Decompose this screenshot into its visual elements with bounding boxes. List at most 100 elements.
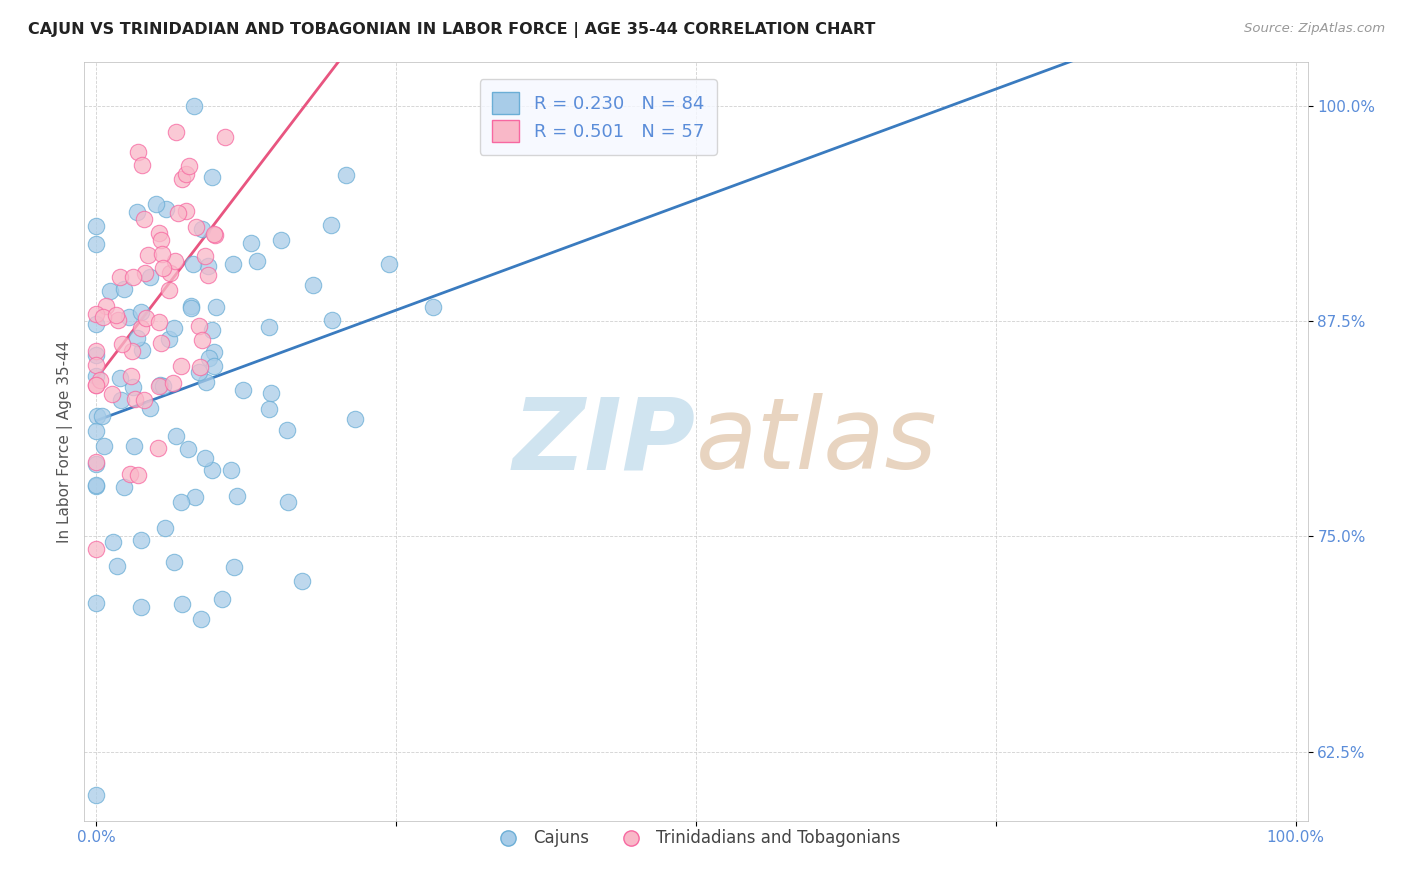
Point bbox=[170, 495, 193, 509]
Point bbox=[112, 282, 135, 296]
Point bbox=[131, 343, 153, 357]
Point bbox=[150, 247, 173, 261]
Point bbox=[170, 598, 193, 612]
Point bbox=[157, 332, 180, 346]
Point bbox=[131, 158, 153, 172]
Point bbox=[165, 125, 187, 139]
Point bbox=[110, 393, 132, 408]
Point bbox=[176, 203, 198, 218]
Point bbox=[86, 788, 108, 802]
Point bbox=[180, 298, 202, 312]
Point bbox=[91, 310, 114, 325]
Point bbox=[321, 219, 343, 233]
Point bbox=[202, 227, 225, 241]
Point bbox=[276, 423, 298, 437]
Y-axis label: In Labor Force | Age 35-44: In Labor Force | Age 35-44 bbox=[58, 341, 73, 542]
Point bbox=[86, 478, 108, 492]
Point bbox=[202, 345, 225, 359]
Point bbox=[197, 351, 219, 365]
Point bbox=[240, 235, 263, 250]
Point bbox=[194, 249, 217, 263]
Point bbox=[205, 300, 228, 314]
Point bbox=[159, 266, 181, 280]
Point bbox=[194, 450, 217, 465]
Point bbox=[188, 365, 211, 379]
Point bbox=[91, 409, 114, 424]
Point bbox=[120, 467, 142, 481]
Point bbox=[183, 490, 205, 504]
Point bbox=[86, 369, 108, 384]
Point bbox=[188, 319, 211, 334]
Point bbox=[176, 167, 198, 181]
Point bbox=[378, 257, 401, 271]
Point bbox=[191, 334, 214, 348]
Point bbox=[190, 222, 212, 236]
Point bbox=[111, 337, 134, 351]
Point bbox=[157, 284, 180, 298]
Point bbox=[86, 377, 108, 392]
Point bbox=[152, 378, 174, 392]
Point bbox=[197, 260, 219, 274]
Point bbox=[301, 277, 323, 292]
Point bbox=[148, 226, 170, 240]
Text: atlas: atlas bbox=[696, 393, 938, 490]
Point bbox=[86, 347, 108, 361]
Point bbox=[201, 170, 224, 185]
Point bbox=[86, 377, 108, 392]
Point bbox=[127, 468, 149, 483]
Point bbox=[149, 335, 172, 350]
Point bbox=[153, 521, 176, 535]
Point bbox=[86, 236, 108, 251]
Point bbox=[98, 284, 121, 298]
Point bbox=[257, 402, 280, 417]
Point bbox=[125, 205, 148, 219]
Point bbox=[105, 559, 128, 574]
Point bbox=[129, 533, 152, 548]
Point bbox=[86, 409, 108, 424]
Point bbox=[222, 257, 245, 271]
Point bbox=[184, 220, 207, 235]
Point bbox=[291, 574, 314, 588]
Point bbox=[110, 269, 132, 284]
Point bbox=[204, 228, 226, 243]
Text: Source: ZipAtlas.com: Source: ZipAtlas.com bbox=[1244, 22, 1385, 36]
Point bbox=[155, 202, 177, 216]
Point bbox=[246, 253, 269, 268]
Point bbox=[201, 323, 224, 337]
Point bbox=[118, 310, 141, 324]
Point bbox=[148, 441, 170, 455]
Point bbox=[150, 233, 173, 247]
Point bbox=[86, 219, 108, 234]
Point bbox=[335, 169, 357, 183]
Point bbox=[104, 308, 127, 322]
Point bbox=[211, 591, 233, 606]
Point bbox=[124, 392, 146, 407]
Point bbox=[93, 440, 115, 454]
Point bbox=[127, 145, 149, 159]
Point bbox=[222, 560, 245, 574]
Legend: Cajuns, Trinidadians and Tobagonians: Cajuns, Trinidadians and Tobagonians bbox=[485, 822, 907, 854]
Point bbox=[121, 270, 143, 285]
Point bbox=[86, 307, 108, 321]
Point bbox=[121, 343, 143, 358]
Point bbox=[139, 401, 162, 415]
Point bbox=[110, 371, 132, 385]
Point bbox=[177, 442, 200, 456]
Point bbox=[343, 412, 366, 426]
Point bbox=[321, 313, 343, 327]
Point bbox=[86, 317, 108, 331]
Point bbox=[259, 385, 281, 400]
Text: ZIP: ZIP bbox=[513, 393, 696, 490]
Point bbox=[170, 172, 193, 186]
Point bbox=[270, 233, 292, 247]
Point bbox=[148, 379, 170, 393]
Point bbox=[86, 359, 108, 373]
Point bbox=[107, 313, 129, 327]
Point bbox=[86, 458, 108, 472]
Point bbox=[112, 480, 135, 494]
Point bbox=[86, 424, 108, 438]
Point bbox=[188, 360, 211, 375]
Point bbox=[194, 375, 217, 389]
Point bbox=[277, 495, 299, 509]
Point bbox=[86, 455, 108, 469]
